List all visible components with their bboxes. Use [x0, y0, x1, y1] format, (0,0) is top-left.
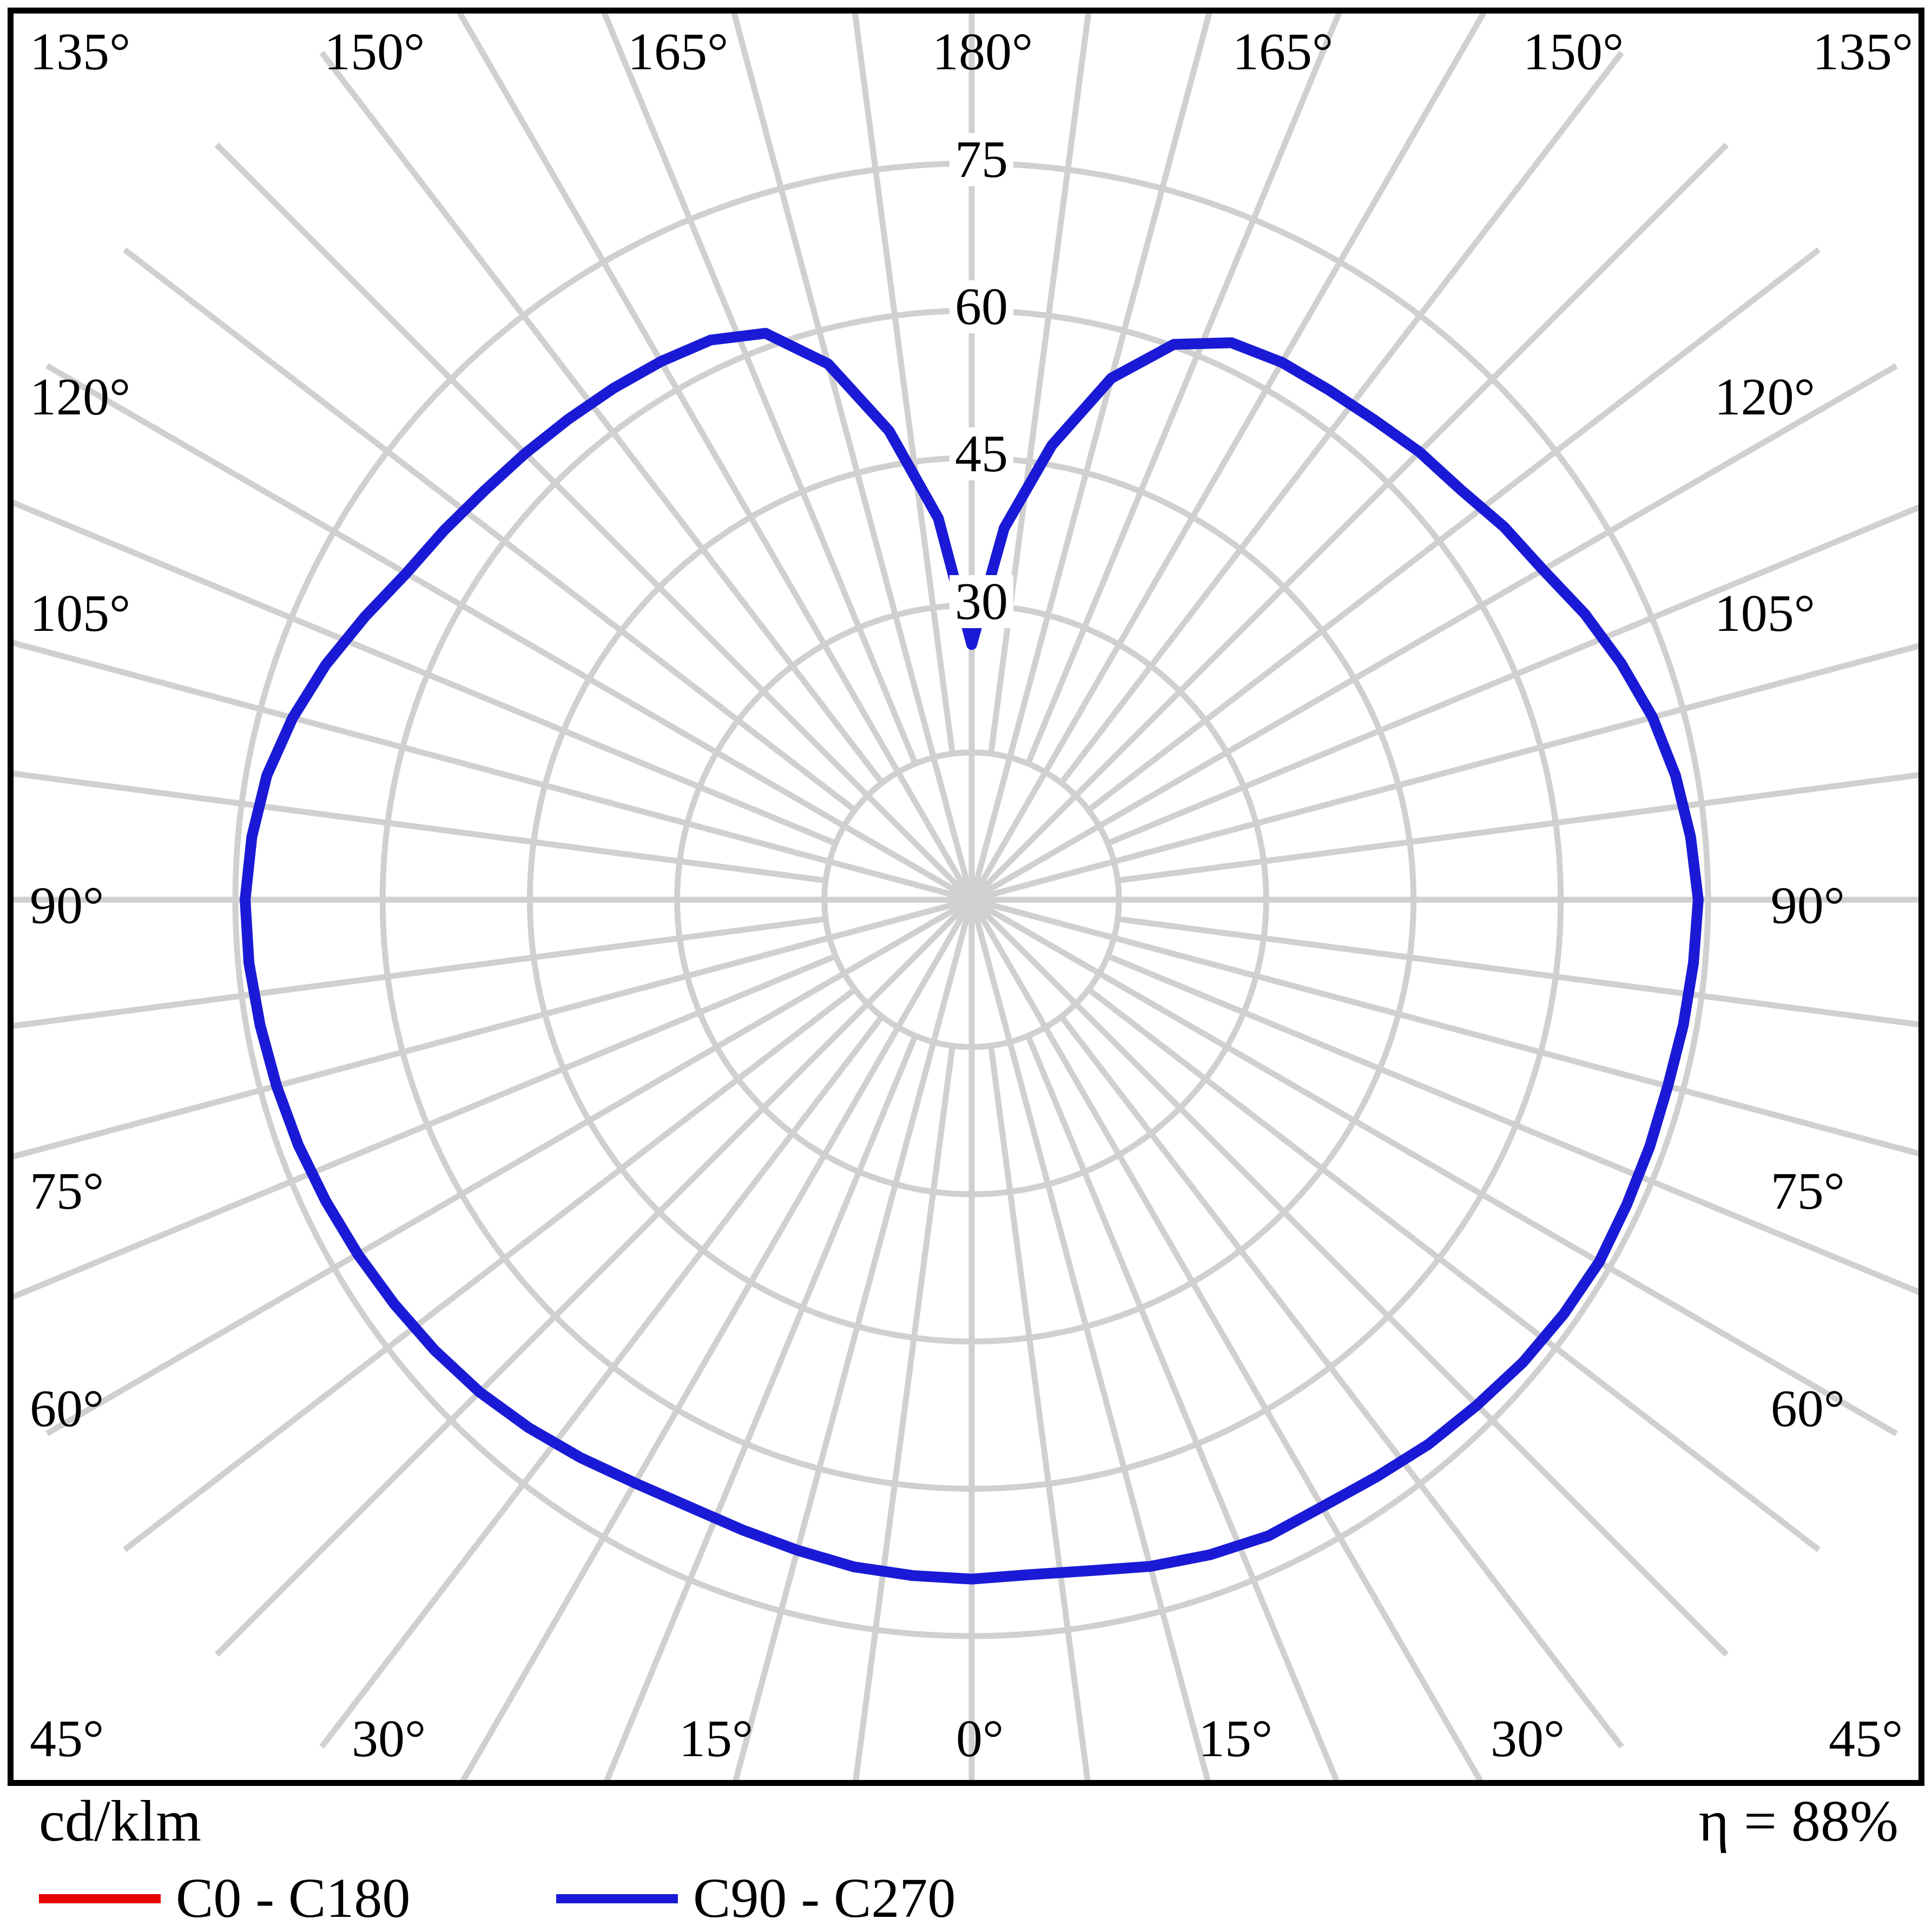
legend-item-c0-c180[interactable]: C0 - C180	[39, 1867, 411, 1929]
legend-swatch-c0-c180	[39, 1894, 161, 1903]
legend-label-c90-c270: C90 - C270	[693, 1867, 956, 1929]
polar-plot-frame: 135° 150° 165° 180° 165° 150° 135° 45° 30° 15° 0°…	[8, 8, 1924, 1786]
angular-label-right-2: 90°	[1770, 876, 1845, 935]
angular-label-top-4: 165°	[1232, 23, 1334, 81]
angular-label-left-2: 90°	[30, 876, 104, 935]
angular-label-bottom-6: 45°	[1829, 1710, 1903, 1768]
legend-label-c0-c180: C0 - C180	[176, 1867, 411, 1929]
angular-label-top-2: 165°	[628, 23, 729, 81]
angular-label-top-1: 150°	[324, 23, 425, 81]
radial-tick-label-60: 60	[949, 280, 1013, 334]
angular-label-bottom-2: 15°	[679, 1710, 754, 1768]
angular-label-right-4: 60°	[1770, 1380, 1845, 1438]
angular-label-left-1: 105°	[30, 584, 131, 643]
unit-label: cd/klm	[39, 1789, 201, 1854]
angular-label-top-6: 135°	[1812, 23, 1914, 81]
angular-label-right-3: 75°	[1770, 1162, 1845, 1221]
legend-bar: cd/klm η = 88% C0 - C180 C90 - C270	[0, 1786, 1932, 1932]
angular-label-bottom-1: 30°	[352, 1710, 426, 1768]
efficiency-label: η = 88%	[1698, 1789, 1898, 1854]
angular-label-left-3: 75°	[30, 1162, 104, 1221]
radial-tick-label-75: 75	[949, 133, 1013, 186]
radial-tick-label-30: 30	[949, 575, 1013, 628]
angular-label-bottom-0: 45°	[30, 1710, 104, 1768]
legend-item-c90-c270[interactable]: C90 - C270	[556, 1867, 956, 1929]
angular-label-bottom-3: 0°	[956, 1710, 1004, 1768]
angular-label-bottom-4: 15°	[1198, 1710, 1273, 1768]
angular-label-top-0: 135°	[30, 23, 131, 81]
angular-label-left-4: 60°	[30, 1380, 104, 1438]
angular-label-right-1: 105°	[1714, 584, 1815, 643]
angular-label-left-0: 120°	[30, 368, 131, 426]
curve-c90-c270	[240, 328, 1704, 1585]
angular-label-bottom-5: 30°	[1491, 1710, 1565, 1768]
angular-label-right-0: 120°	[1714, 368, 1815, 426]
legend-swatch-c90-c270	[556, 1894, 678, 1903]
angular-label-top-5: 150°	[1523, 23, 1624, 81]
radial-tick-label-45: 45	[949, 427, 1013, 481]
angular-label-top-3: 180°	[932, 23, 1033, 81]
polar-grid-and-curves	[14, 14, 1918, 1780]
